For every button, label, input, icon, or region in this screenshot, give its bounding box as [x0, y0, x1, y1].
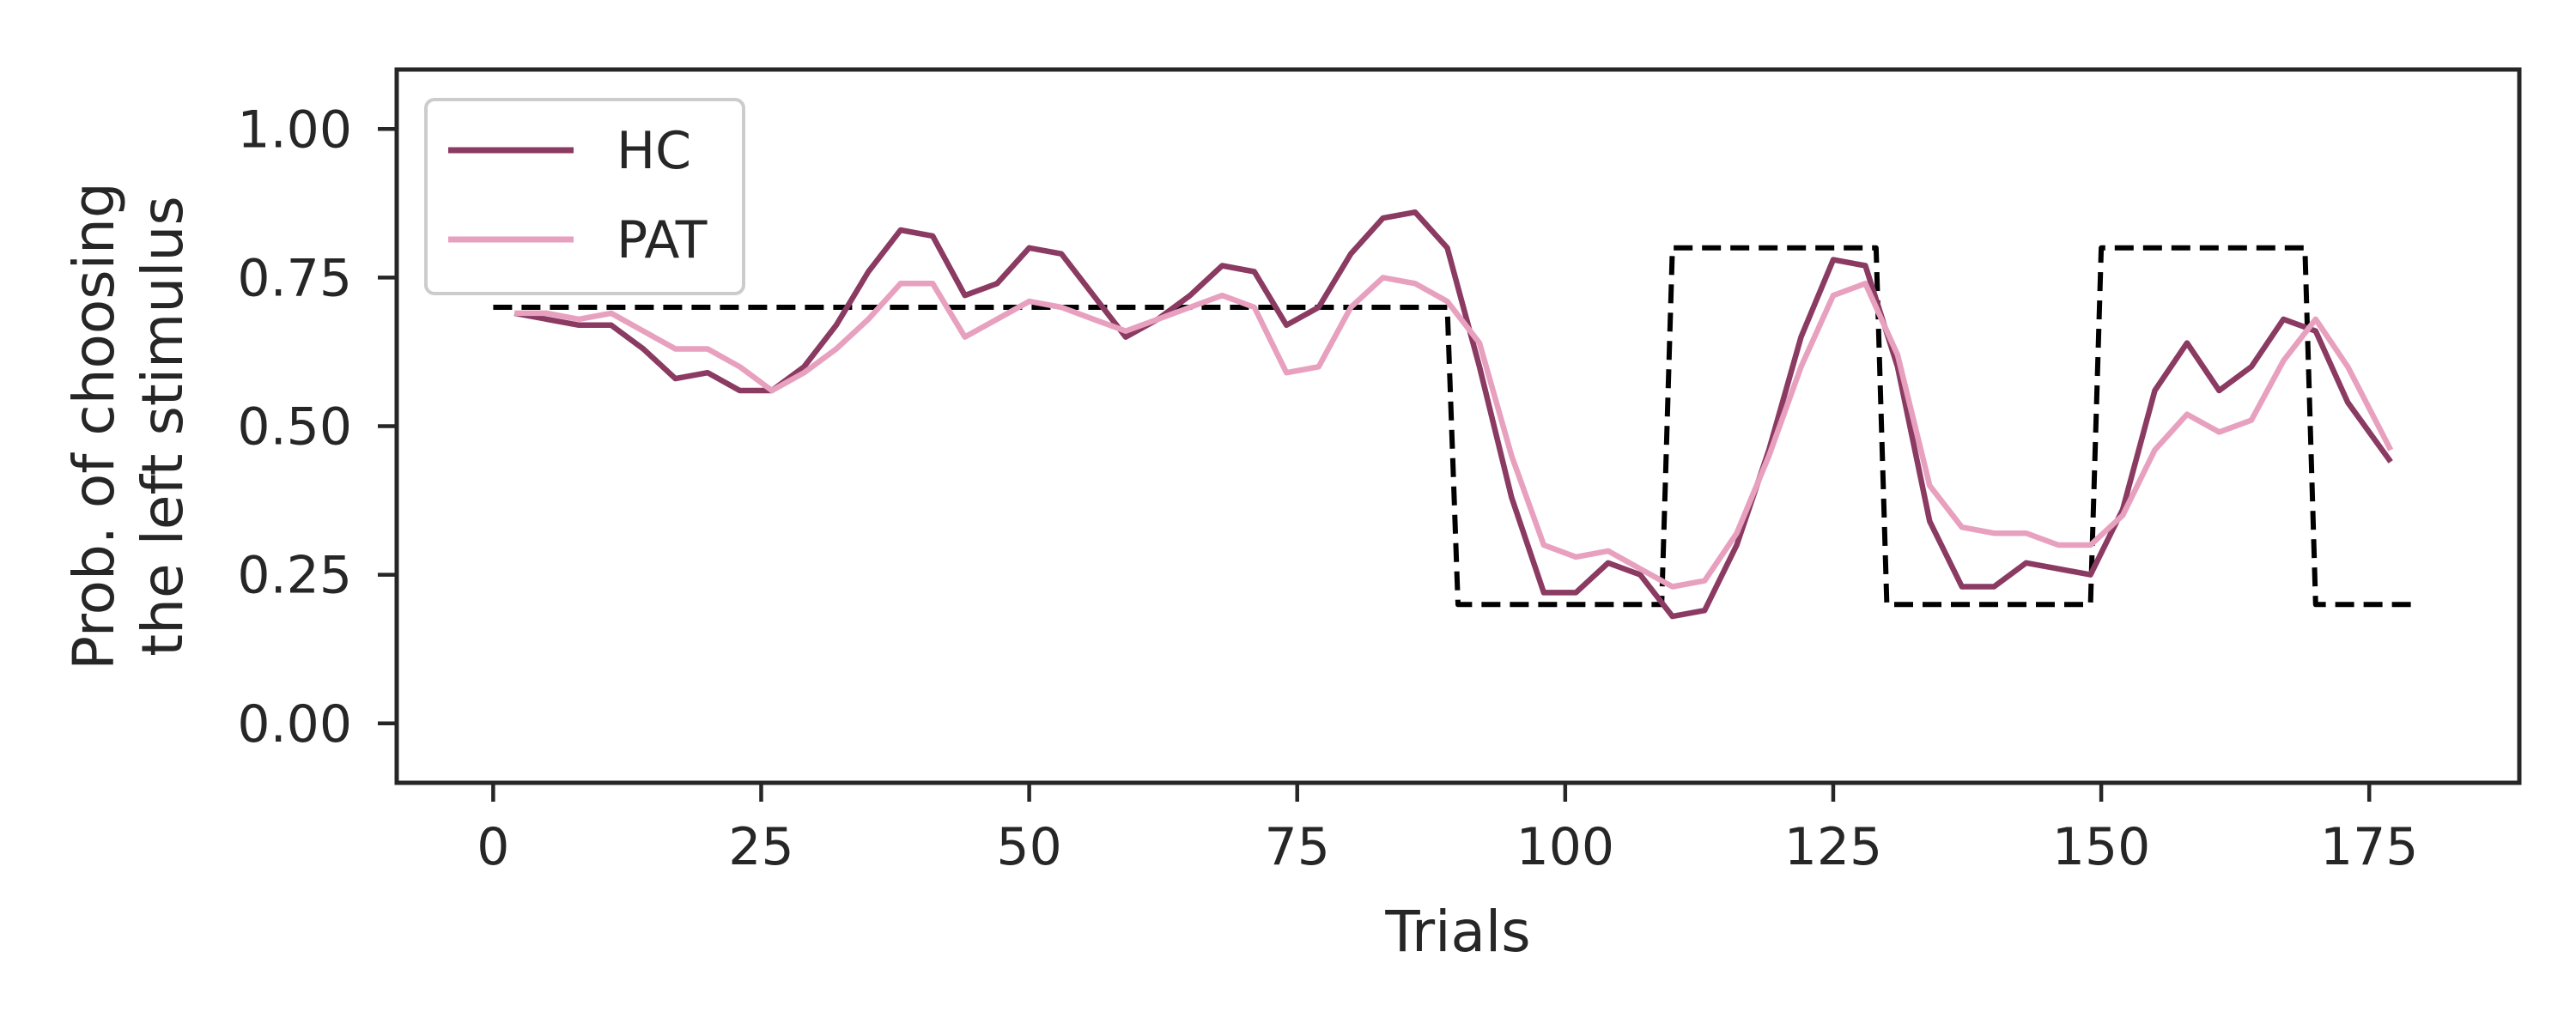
x-tick-label: 0 [477, 817, 509, 877]
series-line-pat [514, 275, 2394, 590]
series-layer [493, 209, 2413, 620]
y-axis-title-line: Prob. of choosing [61, 182, 127, 670]
y-axis-title-line: the left stimulus [130, 196, 196, 656]
y-tick-label: 0.50 [237, 397, 352, 457]
axes-layer: 0 25 50 75 100 125 150 175 0.00 0.25 0.50 0.75 1.00 T… [61, 67, 2522, 965]
legend-label-pat: PAT [617, 210, 708, 270]
y-tick-label: 1.00 [237, 100, 352, 160]
series-line-hc [513, 209, 2393, 620]
x-tick-label: 175 [2320, 817, 2419, 877]
x-tick-label: 50 [996, 817, 1061, 877]
x-tick-label: 75 [1265, 817, 1330, 877]
x-tick-label: 125 [1784, 817, 1883, 877]
legend-label-hc: HC [617, 121, 691, 181]
y-tick-label: 0.75 [237, 248, 352, 308]
x-tick-label: 100 [1516, 817, 1615, 877]
x-tick-label: 25 [728, 817, 793, 877]
legend: HC PAT [424, 98, 745, 295]
y-tick-label: 0.00 [237, 694, 352, 754]
x-tick-label: 150 [2052, 817, 2151, 877]
x-axis-title: Trials [1384, 899, 1530, 965]
y-tick-label: 0.25 [237, 546, 352, 606]
series-line-dashed [493, 245, 2413, 608]
